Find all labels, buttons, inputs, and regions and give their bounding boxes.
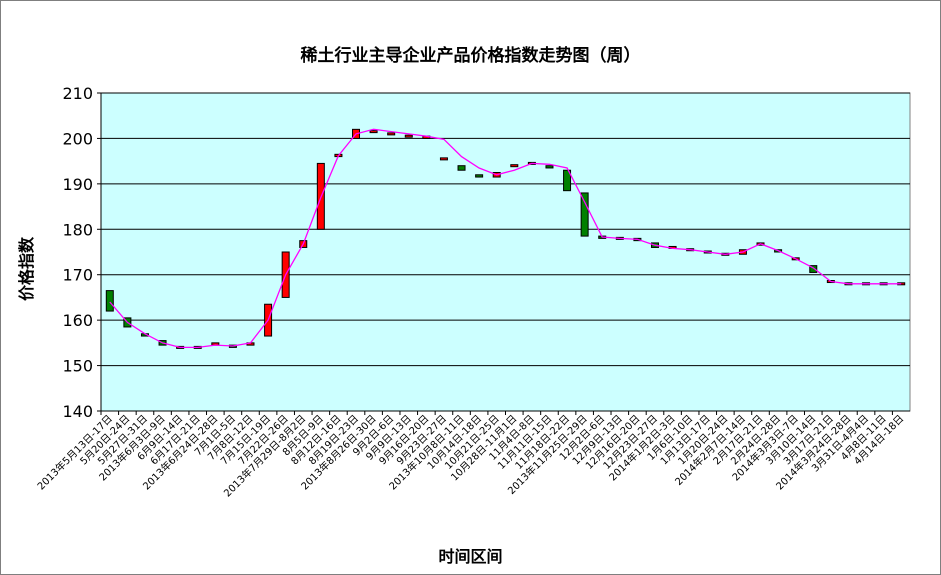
candle-body (369, 130, 378, 134)
plot-area (100, 92, 911, 412)
y-tick-label: 190 (62, 175, 93, 194)
candle-body (439, 157, 448, 161)
candle-body (404, 134, 413, 138)
y-tick-label: 180 (62, 220, 93, 239)
candle-body (475, 174, 484, 178)
y-tick-label: 200 (62, 129, 93, 148)
candle-body (809, 265, 818, 273)
y-tick-label: 150 (62, 357, 93, 376)
y-tick-label: 160 (62, 311, 93, 330)
y-tick-label: 140 (62, 402, 93, 421)
candle-body (580, 192, 589, 237)
candle-body (387, 132, 396, 136)
candle-body (510, 164, 519, 168)
y-tick-label: 170 (62, 266, 93, 285)
x-axis-label: 时间区间 (438, 547, 503, 566)
candle-body (545, 165, 554, 169)
candle-body (457, 165, 466, 171)
chart-title: 稀土行业主导企业产品价格指数走势图（周） (300, 46, 641, 66)
y-tick-label: 210 (62, 84, 93, 103)
candle-body (563, 169, 572, 192)
candle-body (105, 290, 114, 312)
trend-line (109, 128, 902, 349)
